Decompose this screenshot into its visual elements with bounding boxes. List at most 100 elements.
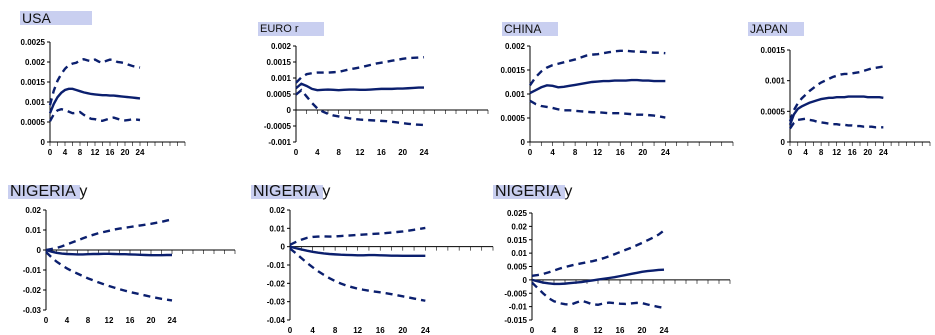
y-tick-label: 0.002 bbox=[25, 58, 46, 67]
y-tick-label: 0 bbox=[781, 138, 786, 147]
chart-panel-china: CHINA 0 0.0005 0.001 0.0015 0.002 0 4 8 12 16 20 24 bbox=[488, 0, 734, 160]
chart-title-box: CHINA bbox=[502, 22, 558, 36]
x-tick-label: 20 bbox=[398, 326, 407, 335]
chart-panel-nigeria-3: NIGERIA y -0.015 -0.01 -0.005 0 0.005 0.01 0.01… bbox=[490, 184, 735, 335]
lower-bound-line bbox=[48, 107, 141, 123]
chart-title: NIGERIA y bbox=[495, 183, 573, 200]
chart-title-box: JAPAN bbox=[748, 22, 804, 36]
x-tick-label: 16 bbox=[106, 148, 115, 157]
y-tick-label: 0.001 bbox=[505, 90, 526, 99]
y-tick-label: -0.03 bbox=[23, 306, 42, 315]
x-tick-label: 12 bbox=[594, 326, 603, 335]
y-tick-label: 0.015 bbox=[507, 236, 528, 245]
lower-bound-line bbox=[45, 251, 173, 302]
upper-bound-line bbox=[531, 229, 665, 278]
y-tick-label: 0.02 bbox=[25, 206, 41, 215]
x-tick-label: 0 bbox=[48, 148, 53, 157]
lower-bound-line bbox=[295, 88, 425, 127]
y-tick-label: 0.002 bbox=[505, 42, 526, 51]
x-tick-label: 4 bbox=[803, 148, 808, 157]
y-tick-label: -0.01 bbox=[267, 261, 286, 270]
x-tick-label: 12 bbox=[353, 326, 362, 335]
x-tick-label: 8 bbox=[78, 148, 83, 157]
x-tick-label: 20 bbox=[863, 148, 872, 157]
impulse-response-line bbox=[48, 87, 141, 114]
chart-svg: 0 0.0005 0.001 0.0015 0.002 0 4 8 12 16 20 24 bbox=[501, 42, 734, 157]
chart-title: EURO r bbox=[260, 23, 299, 35]
y-tick-label: -0.02 bbox=[267, 279, 286, 288]
chart-title: NIGERIA y bbox=[253, 183, 331, 200]
y-tick-label: -0.001 bbox=[268, 138, 291, 147]
y-tick-label: 0.01 bbox=[25, 226, 41, 235]
chart-svg: -0.03 -0.02 -0.01 0 0.01 0.02 0 4 8 12 16 20 24 bbox=[23, 206, 236, 325]
upper-bound-line bbox=[48, 57, 141, 106]
y-tick-label: 0.0015 bbox=[761, 46, 786, 55]
x-tick-label: 8 bbox=[86, 316, 91, 325]
x-tick-label: 8 bbox=[574, 326, 579, 335]
y-tick-label: 0.0005 bbox=[501, 114, 526, 123]
y-tick-label: 0.025 bbox=[507, 209, 528, 218]
chart-svg: -0.001 -0.0005 0 0.0005 0.001 0.0015 0.002 0 4 8 1… bbox=[264, 42, 489, 157]
x-tick-label: 24 bbox=[168, 316, 177, 325]
chart-title: USA bbox=[22, 10, 51, 26]
x-tick-label: 12 bbox=[356, 148, 365, 157]
chart-panel-usa: USA 0 0.0005 0.001 0.0015 0.002 0.0025 0 4 8 12 16 2… bbox=[0, 0, 240, 160]
y-tick-label: 0 bbox=[37, 246, 42, 255]
y-tick-label: -0.03 bbox=[267, 298, 286, 307]
x-tick-label: 12 bbox=[593, 148, 602, 157]
y-tick-label: 0 bbox=[521, 138, 526, 147]
impulse-response-line bbox=[531, 268, 665, 286]
y-tick-label: 0.0005 bbox=[21, 118, 46, 127]
lower-bound-line bbox=[529, 99, 666, 119]
y-tick-label: 0.01 bbox=[269, 224, 285, 233]
chart-title-box: EURO r bbox=[258, 22, 324, 36]
y-tick-label: 0.02 bbox=[511, 222, 527, 231]
chart-title-box: NIGERIA y bbox=[8, 184, 87, 200]
y-tick-label: -0.01 bbox=[509, 303, 528, 312]
y-tick-label: -0.015 bbox=[504, 316, 527, 325]
upper-bound-line bbox=[529, 49, 666, 87]
y-tick-label: 0.02 bbox=[269, 206, 285, 215]
y-tick-label: 0.001 bbox=[25, 98, 46, 107]
chart-svg: 0 0.0005 0.001 0.0015 0 4 8 12 16 20 24 bbox=[761, 46, 931, 157]
y-tick-label: 0 bbox=[287, 106, 292, 115]
x-tick-label: 8 bbox=[336, 148, 341, 157]
y-tick-label: 0.0015 bbox=[501, 66, 526, 75]
chart-svg: -0.04 -0.03 -0.02 -0.01 0 0.01 0.02 0 4 8 12 16 20 24 bbox=[267, 206, 494, 335]
x-tick-label: 16 bbox=[376, 326, 385, 335]
x-tick-label: 24 bbox=[421, 326, 430, 335]
y-tick-label: 0 bbox=[281, 243, 286, 252]
x-tick-label: 20 bbox=[638, 148, 647, 157]
x-tick-label: 24 bbox=[420, 148, 429, 157]
x-tick-label: 24 bbox=[136, 148, 145, 157]
upper-bound-line bbox=[45, 218, 173, 252]
x-tick-label: 12 bbox=[91, 148, 100, 157]
x-tick-label: 4 bbox=[65, 316, 70, 325]
x-tick-label: 20 bbox=[638, 326, 647, 335]
x-tick-label: 20 bbox=[398, 148, 407, 157]
x-tick-label: 0 bbox=[530, 326, 535, 335]
y-tick-label: 0.0015 bbox=[21, 78, 46, 87]
chart-title-box: NIGERIA y bbox=[251, 184, 330, 200]
x-tick-label: 20 bbox=[147, 316, 156, 325]
impulse-response-line bbox=[295, 82, 424, 92]
y-tick-label: -0.005 bbox=[504, 289, 527, 298]
y-tick-label: 0.001 bbox=[271, 74, 292, 83]
chart-title: CHINA bbox=[504, 22, 542, 36]
chart-title: NIGERIA y bbox=[10, 183, 88, 200]
x-tick-label: 24 bbox=[879, 148, 888, 157]
x-tick-label: 0 bbox=[288, 326, 293, 335]
x-tick-label: 8 bbox=[333, 326, 338, 335]
x-tick-label: 20 bbox=[121, 148, 130, 157]
y-tick-label: -0.04 bbox=[267, 316, 286, 325]
x-tick-label: 0 bbox=[44, 316, 49, 325]
impulse-response-line bbox=[45, 248, 172, 257]
chart-title: JAPAN bbox=[750, 22, 788, 36]
chart-svg: -0.015 -0.01 -0.005 0 0.005 0.01 0.015 0.02 0.02… bbox=[504, 209, 731, 335]
y-tick-label: 0 bbox=[523, 276, 528, 285]
x-tick-label: 16 bbox=[848, 148, 857, 157]
x-tick-label: 4 bbox=[552, 326, 557, 335]
chart-title-box: NIGERIA y bbox=[493, 184, 572, 200]
chart-svg: 0 0.0005 0.001 0.0015 0.002 0.0025 0 4 8 12 16 20 24 bbox=[21, 38, 186, 157]
lower-bound-line bbox=[789, 117, 884, 130]
